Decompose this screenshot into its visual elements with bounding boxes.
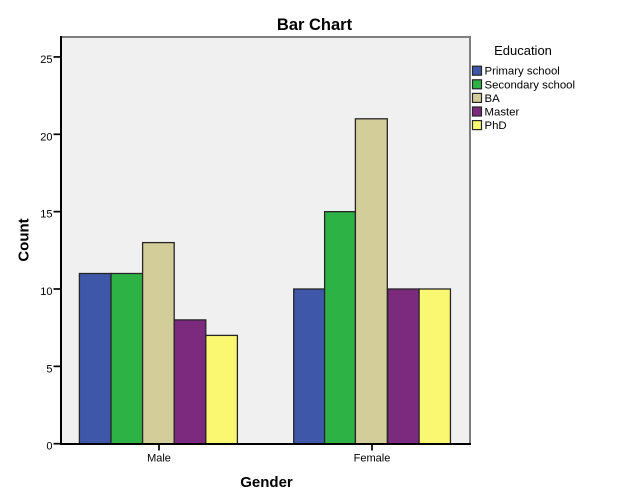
svg-text:15: 15 xyxy=(40,209,52,221)
svg-text:Gender: Gender xyxy=(240,474,293,491)
svg-text:25: 25 xyxy=(40,54,52,66)
svg-text:BA: BA xyxy=(485,93,501,105)
svg-text:10: 10 xyxy=(40,286,52,298)
svg-text:Bar Chart: Bar Chart xyxy=(277,16,353,34)
svg-text:Female: Female xyxy=(354,453,391,465)
svg-text:PhD: PhD xyxy=(485,120,507,132)
svg-text:Male: Male xyxy=(147,453,171,465)
svg-text:Education: Education xyxy=(494,43,552,58)
svg-text:Master: Master xyxy=(485,107,520,119)
svg-text:Secondary school: Secondary school xyxy=(485,79,576,91)
svg-text:20: 20 xyxy=(40,131,52,143)
svg-text:5: 5 xyxy=(46,363,52,375)
svg-text:Primary school: Primary school xyxy=(485,66,560,78)
svg-text:Count: Count xyxy=(16,218,33,261)
svg-text:0: 0 xyxy=(46,441,52,453)
